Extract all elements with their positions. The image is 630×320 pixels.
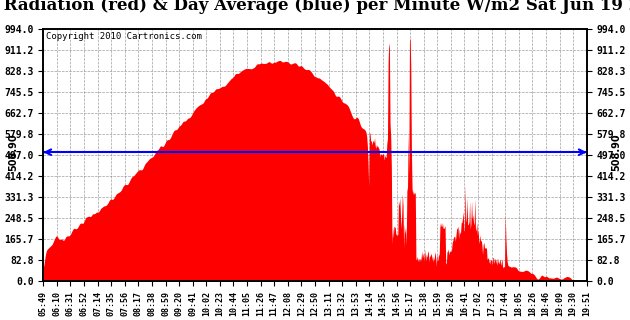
Text: Solar Radiation (red) & Day Average (blue) per Minute W/m2 Sat Jun 19 20:05: Solar Radiation (red) & Day Average (blu… [0, 0, 630, 14]
Text: 508.90: 508.90 [8, 133, 18, 171]
Text: Copyright 2010 Cartronics.com: Copyright 2010 Cartronics.com [46, 32, 202, 41]
Text: 508.90: 508.90 [612, 133, 622, 171]
